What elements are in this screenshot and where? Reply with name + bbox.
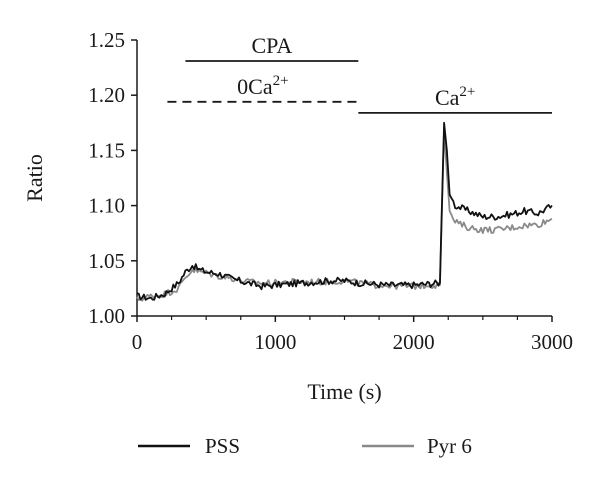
y-tick-label: 1.00 (88, 304, 125, 328)
x-ticks: 0 1000 2000 3000 (132, 316, 573, 354)
legend-label-pyr6: Pyr 6 (427, 434, 472, 458)
series-layer (136, 121, 553, 302)
y-axis-title: Ratio (22, 154, 47, 202)
y-tick-label: 1.20 (88, 83, 125, 107)
annotation-label-ca: Ca2+ (435, 84, 475, 110)
series-line-pss (136, 121, 553, 301)
annotation-label-zero-ca: 0Ca2+ (237, 73, 288, 99)
x-tick-label: 2000 (393, 330, 435, 354)
x-tick-label: 0 (132, 330, 143, 354)
annotation-label-cpa: CPA (251, 33, 292, 58)
y-tick-label: 1.10 (88, 194, 125, 218)
series-line-pyr6 (136, 127, 553, 302)
legend-label-pss: PSS (205, 434, 240, 458)
y-tick-label: 1.15 (88, 138, 125, 162)
y-ticks: 1.00 1.05 1.10 1.15 1.20 1.25 (88, 28, 137, 328)
legend: PSS Pyr 6 (138, 434, 472, 458)
x-axis-title: Time (s) (307, 379, 381, 404)
x-tick-label: 3000 (531, 330, 573, 354)
y-tick-label: 1.05 (88, 249, 125, 273)
plot-area: 0 1000 2000 3000 1.00 1.05 1.10 1.15 1.20 1.25 C… (88, 28, 573, 354)
annotations: CPA 0Ca2+ Ca2+ (167, 33, 552, 114)
y-tick-label: 1.25 (88, 28, 125, 52)
x-tick-label: 1000 (254, 330, 296, 354)
